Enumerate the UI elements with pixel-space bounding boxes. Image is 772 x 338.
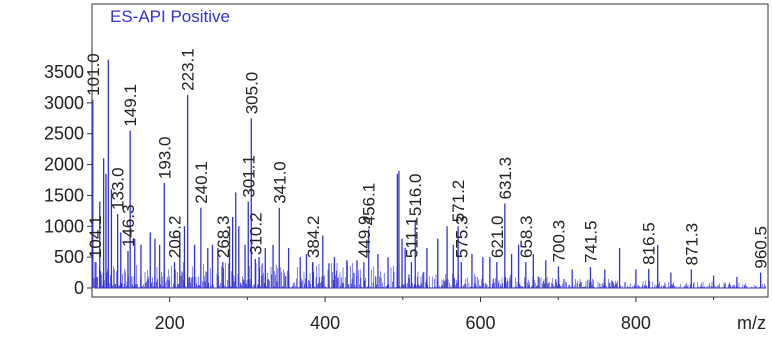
y-tick-label: 0 bbox=[74, 278, 84, 298]
x-tick-label: 400 bbox=[310, 313, 340, 333]
peak-label: 146.3 bbox=[119, 204, 138, 247]
peak-label: 456.1 bbox=[360, 183, 379, 226]
x-axis-label: m/z bbox=[737, 313, 766, 333]
y-tick-label: 3000 bbox=[44, 93, 84, 113]
y-tick-label: 500 bbox=[54, 247, 84, 267]
peak-label: 341.0 bbox=[270, 161, 289, 204]
y-axis: 0 500 1000 1500 2000 2500 3000 3500 bbox=[44, 62, 92, 298]
chart-title: ES-API Positive bbox=[110, 7, 230, 26]
peak-label: 301.1 bbox=[239, 155, 258, 198]
major-peaks bbox=[92, 59, 766, 289]
x-tick-label: 600 bbox=[465, 313, 495, 333]
y-tick-label: 1000 bbox=[44, 216, 84, 236]
y-tick-label: 3500 bbox=[44, 62, 84, 82]
peak-label: 133.0 bbox=[109, 167, 128, 210]
peak-label: 741.5 bbox=[581, 220, 600, 263]
peak-label: 104.1 bbox=[86, 216, 105, 259]
peak-label: 193.0 bbox=[155, 137, 174, 180]
x-tick-label: 200 bbox=[155, 313, 185, 333]
peak-label: 575.3 bbox=[452, 216, 471, 259]
y-tick-label: 1500 bbox=[44, 185, 84, 205]
peak-label: 384.2 bbox=[304, 216, 323, 259]
x-axis: 200 400 600 800 bbox=[155, 297, 715, 333]
peak-label: 101.0 bbox=[84, 53, 103, 96]
peak-label: 449.9 bbox=[355, 216, 374, 259]
peak-label: 206.2 bbox=[166, 216, 185, 259]
peak-label: 268.3 bbox=[214, 216, 233, 259]
peak-label: 871.3 bbox=[682, 223, 701, 266]
peak-label: 571.2 bbox=[449, 180, 468, 223]
peak-label: 621.0 bbox=[488, 216, 507, 259]
peak-label: 149.1 bbox=[121, 84, 140, 127]
peak-label: 631.3 bbox=[496, 157, 515, 200]
peak-label: 700.3 bbox=[549, 220, 568, 263]
peak-label: 240.1 bbox=[192, 161, 211, 204]
peak-label: 223.1 bbox=[179, 48, 198, 91]
peak-label: 511.1 bbox=[402, 217, 421, 258]
peak-label: 516.0 bbox=[406, 174, 425, 217]
peak-label: 960.5 bbox=[752, 226, 771, 269]
y-tick-label: 2500 bbox=[44, 124, 84, 144]
plot-frame bbox=[91, 3, 769, 298]
y-tick-label: 2000 bbox=[44, 155, 84, 175]
peak-label: 658.3 bbox=[517, 216, 536, 259]
x-tick-label: 800 bbox=[621, 313, 651, 333]
peak-label: 816.5 bbox=[640, 222, 659, 265]
peak-label: 305.0 bbox=[242, 72, 261, 115]
peak-label: 310.2 bbox=[246, 212, 265, 255]
